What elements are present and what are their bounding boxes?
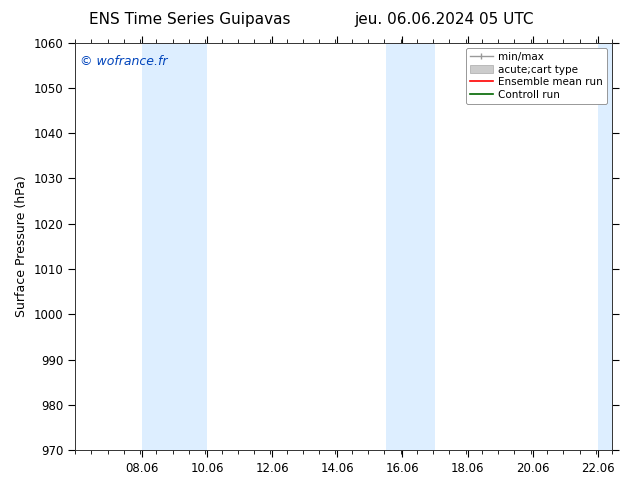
Legend: min/max, acute;cart type, Ensemble mean run, Controll run: min/max, acute;cart type, Ensemble mean … — [465, 48, 607, 104]
Bar — [142, 43, 207, 450]
Bar — [386, 43, 435, 450]
Text: jeu. 06.06.2024 05 UTC: jeu. 06.06.2024 05 UTC — [354, 12, 534, 27]
Text: ENS Time Series Guipavas: ENS Time Series Guipavas — [89, 12, 291, 27]
Text: © wofrance.fr: © wofrance.fr — [81, 55, 168, 68]
Y-axis label: Surface Pressure (hPa): Surface Pressure (hPa) — [15, 175, 28, 317]
Bar — [598, 43, 612, 450]
